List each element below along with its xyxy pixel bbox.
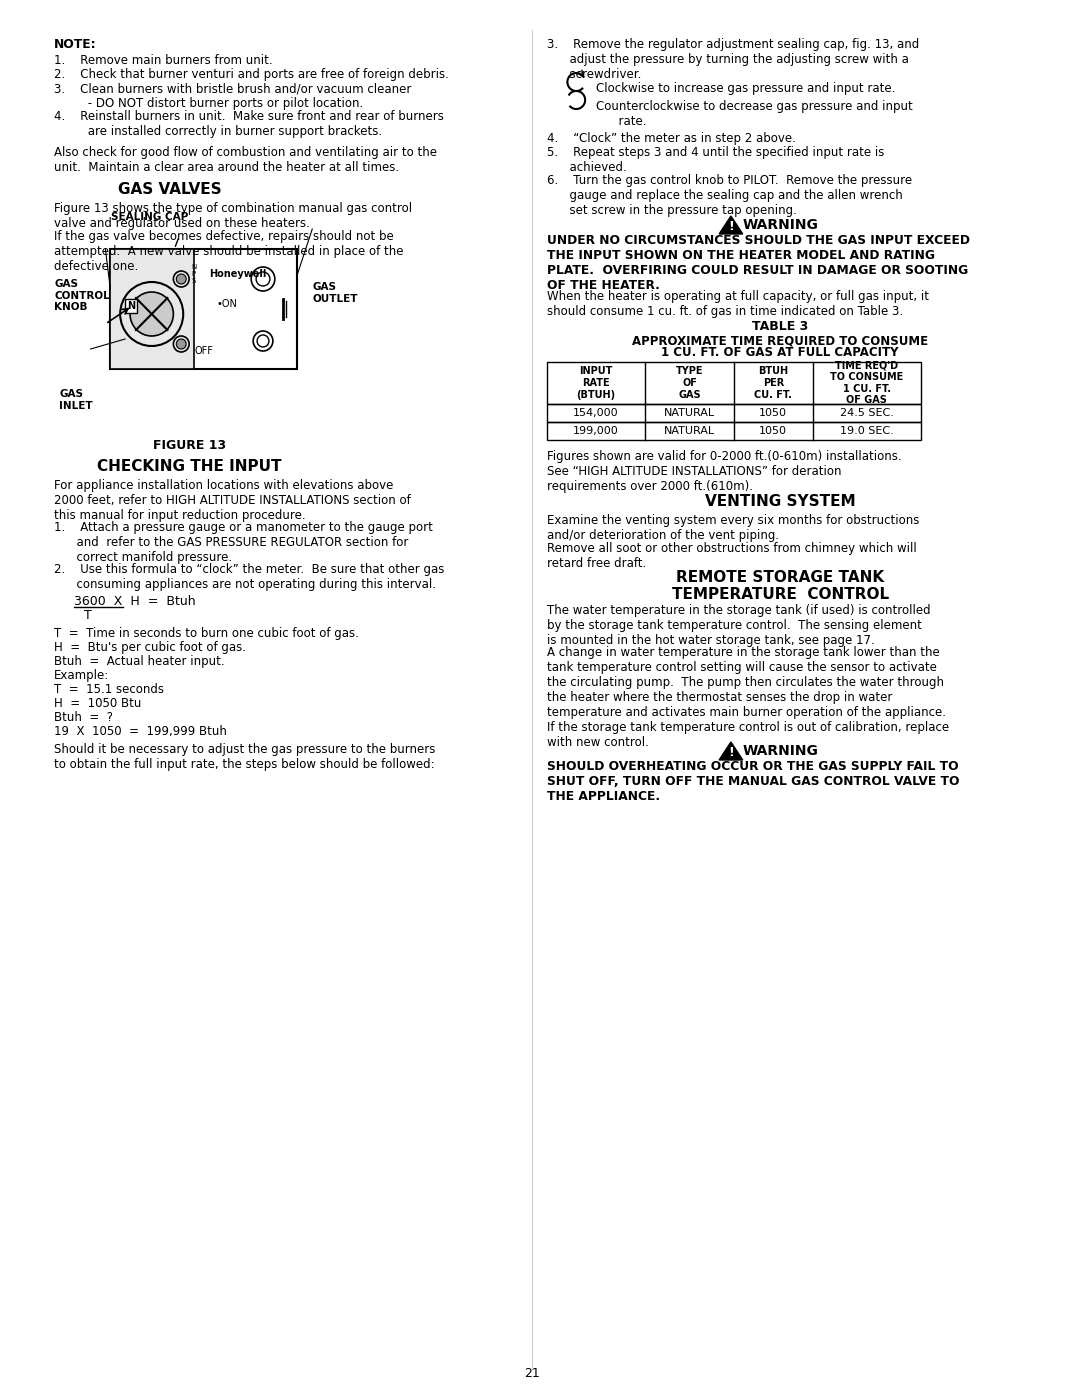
Text: !: ! bbox=[728, 746, 733, 759]
Text: For appliance installation locations with elevations above
2000 feet, refer to H: For appliance installation locations wit… bbox=[54, 479, 410, 522]
Text: GAS
CONTROL
KNOB: GAS CONTROL KNOB bbox=[54, 279, 110, 312]
Text: TIME REQ'D
TO CONSUME
1 CU. FT.
OF GAS: TIME REQ'D TO CONSUME 1 CU. FT. OF GAS bbox=[831, 360, 904, 405]
Text: Examine the venting system every six months for obstructions
and/or deterioratio: Examine the venting system every six mon… bbox=[546, 514, 919, 542]
Text: 24.5 SEC.: 24.5 SEC. bbox=[840, 408, 894, 418]
Bar bbox=[546, 422, 921, 440]
Text: GAS
INLET: GAS INLET bbox=[59, 388, 93, 411]
Text: 1050: 1050 bbox=[759, 426, 787, 436]
Text: The water temperature in the storage tank (if used) is controlled
by the storage: The water temperature in the storage tan… bbox=[546, 604, 930, 647]
Circle shape bbox=[130, 292, 174, 337]
Text: NOTE:: NOTE: bbox=[54, 38, 97, 52]
Text: 1.    Attach a pressure gauge or a manometer to the gauge port
      and  refer : 1. Attach a pressure gauge or a manomete… bbox=[54, 521, 433, 564]
Text: Clockwise to increase gas pressure and input rate.: Clockwise to increase gas pressure and i… bbox=[596, 82, 895, 95]
Text: 3.    Remove the regulator adjustment sealing cap, fig. 13, and
      adjust the: 3. Remove the regulator adjustment seali… bbox=[546, 38, 919, 81]
Text: VENTING SYSTEM: VENTING SYSTEM bbox=[705, 495, 855, 509]
Text: 4.    “Clock” the meter as in step 2 above.: 4. “Clock” the meter as in step 2 above. bbox=[546, 131, 796, 145]
Text: T  =  Time in seconds to burn one cubic foot of gas.: T = Time in seconds to burn one cubic fo… bbox=[54, 627, 359, 640]
Text: H  =  Btu's per cubic foot of gas.: H = Btu's per cubic foot of gas. bbox=[54, 641, 246, 654]
Bar bbox=[546, 362, 921, 404]
Text: REMOTE STORAGE TANK
TEMPERATURE  CONTROL: REMOTE STORAGE TANK TEMPERATURE CONTROL bbox=[672, 570, 889, 602]
Text: 3.    Clean burners with bristle brush and/or vacuum cleaner
         - DO NOT d: 3. Clean burners with bristle brush and/… bbox=[54, 82, 411, 110]
Text: Should it be necessary to adjust the gas pressure to the burners
to obtain the f: Should it be necessary to adjust the gas… bbox=[54, 743, 435, 771]
Text: Counterclockwise to decrease gas pressure and input
      rate.: Counterclockwise to decrease gas pressur… bbox=[596, 101, 913, 129]
Text: Figures shown are valid for 0-2000 ft.(0-610m) installations.
See “HIGH ALTITUDE: Figures shown are valid for 0-2000 ft.(0… bbox=[546, 450, 902, 493]
Text: 19.0 SEC.: 19.0 SEC. bbox=[840, 426, 894, 436]
Text: •ON: •ON bbox=[217, 299, 238, 309]
Text: 199,000: 199,000 bbox=[573, 426, 619, 436]
Text: NATURAL: NATURAL bbox=[664, 408, 715, 418]
Text: 3600  X  H  =  Btuh: 3600 X H = Btuh bbox=[73, 595, 195, 608]
Text: UNDER NO CIRCUMSTANCES SHOULD THE GAS INPUT EXCEED
THE INPUT SHOWN ON THE HEATER: UNDER NO CIRCUMSTANCES SHOULD THE GAS IN… bbox=[546, 235, 970, 292]
Text: 6.    Turn the gas control knob to PILOT.  Remove the pressure
      gauge and r: 6. Turn the gas control knob to PILOT. R… bbox=[546, 175, 912, 217]
Text: GAS
OUTLET: GAS OUTLET bbox=[312, 282, 357, 303]
Text: SEALING CAP: SEALING CAP bbox=[111, 212, 188, 222]
Text: 154,000: 154,000 bbox=[573, 408, 619, 418]
Text: CHECKING THE INPUT: CHECKING THE INPUT bbox=[97, 460, 282, 474]
Text: WARNING: WARNING bbox=[742, 745, 819, 759]
Text: !: ! bbox=[728, 219, 733, 232]
Text: 5.    Repeat steps 3 and 4 until the specified input rate is
      achieved.: 5. Repeat steps 3 and 4 until the specif… bbox=[546, 147, 885, 175]
Text: 1 CU. FT. OF GAS AT FULL CAPACITY: 1 CU. FT. OF GAS AT FULL CAPACITY bbox=[661, 346, 899, 359]
Text: SHOULD OVERHEATING OCCUR OR THE GAS SUPPLY FAIL TO
SHUT OFF, TURN OFF THE MANUAL: SHOULD OVERHEATING OCCUR OR THE GAS SUPP… bbox=[546, 760, 959, 803]
Text: Honeywell: Honeywell bbox=[208, 270, 266, 279]
Text: FIGURE 13: FIGURE 13 bbox=[152, 439, 226, 453]
Text: GAS VALVES: GAS VALVES bbox=[118, 182, 221, 197]
Text: Example:: Example: bbox=[54, 669, 109, 682]
Text: A change in water temperature in the storage tank lower than the
tank temperatur: A change in water temperature in the sto… bbox=[546, 645, 949, 749]
Text: 1050: 1050 bbox=[759, 408, 787, 418]
Text: BTUH
PER
CU. FT.: BTUH PER CU. FT. bbox=[754, 366, 793, 400]
Text: 1.    Remove main burners from unit.: 1. Remove main burners from unit. bbox=[54, 54, 273, 67]
Text: TYPE
OF
GAS: TYPE OF GAS bbox=[676, 366, 703, 400]
Text: 4.    Reinstall burners in unit.  Make sure front and rear of burners
         a: 4. Reinstall burners in unit. Make sure … bbox=[54, 110, 444, 138]
Text: If the gas valve becomes defective, repairs should not be
attempted.  A new valv: If the gas valve becomes defective, repa… bbox=[54, 231, 404, 272]
Bar bbox=[110, 249, 194, 369]
Text: Btuh  =  Actual heater input.: Btuh = Actual heater input. bbox=[54, 655, 225, 668]
Text: When the heater is operating at full capacity, or full gas input, it
should cons: When the heater is operating at full cap… bbox=[546, 291, 929, 319]
Text: TABLE 3: TABLE 3 bbox=[752, 320, 808, 332]
Text: WARNING: WARNING bbox=[742, 218, 819, 232]
Polygon shape bbox=[719, 217, 743, 235]
Text: INPUT
RATE
(BTUH): INPUT RATE (BTUH) bbox=[577, 366, 616, 400]
Text: H  =  1050 Btu: H = 1050 Btu bbox=[54, 697, 141, 710]
Text: 21: 21 bbox=[524, 1368, 540, 1380]
Text: Also check for good flow of combustion and ventilating air to the
unit.  Maintai: Also check for good flow of combustion a… bbox=[54, 147, 437, 175]
Text: 19  X  1050  =  199,999 Btuh: 19 X 1050 = 199,999 Btuh bbox=[54, 725, 227, 738]
Text: 2.    Check that burner venturi and ports are free of foreign debris.: 2. Check that burner venturi and ports a… bbox=[54, 68, 449, 81]
Circle shape bbox=[176, 274, 186, 284]
Bar bbox=[110, 249, 297, 369]
Circle shape bbox=[176, 339, 186, 349]
Text: N
P
S: N P S bbox=[191, 264, 197, 284]
Bar bbox=[546, 404, 921, 422]
Text: Remove all soot or other obstructions from chimney which will
retard free draft.: Remove all soot or other obstructions fr… bbox=[546, 542, 917, 570]
Text: Btuh  =  ?: Btuh = ? bbox=[54, 711, 113, 724]
Text: T: T bbox=[84, 609, 92, 622]
Text: NATURAL: NATURAL bbox=[664, 426, 715, 436]
Text: N: N bbox=[127, 300, 135, 312]
Text: T  =  15.1 seconds: T = 15.1 seconds bbox=[54, 683, 164, 696]
Text: Figure 13 shows the type of combination manual gas control
valve and regulator u: Figure 13 shows the type of combination … bbox=[54, 203, 413, 231]
Text: APPROXIMATE TIME REQUIRED TO CONSUME: APPROXIMATE TIME REQUIRED TO CONSUME bbox=[632, 334, 928, 346]
Text: OFF: OFF bbox=[194, 346, 214, 356]
Text: 2.    Use this formula to “clock” the meter.  Be sure that other gas
      consu: 2. Use this formula to “clock” the meter… bbox=[54, 563, 445, 591]
Polygon shape bbox=[719, 742, 743, 760]
